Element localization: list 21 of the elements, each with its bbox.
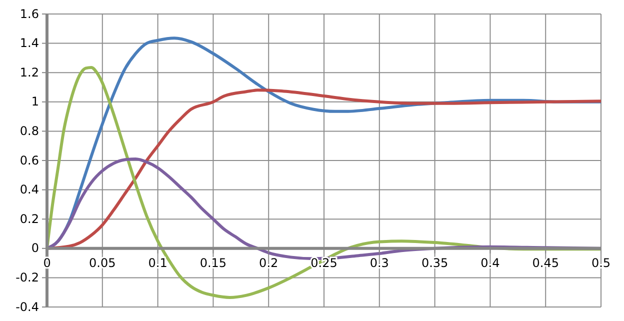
y-tick-label: 0 xyxy=(31,241,39,256)
x-tick-label: 0.4 xyxy=(480,256,500,270)
y-tick-label: 0.2 xyxy=(20,212,39,226)
x-tick-label: 0.35 xyxy=(421,256,448,270)
y-tick-label: 1.4 xyxy=(20,36,39,50)
x-tick-label: 0 xyxy=(43,256,51,270)
y-tick-label: 0.6 xyxy=(20,153,39,168)
x-tick-label: 0.3 xyxy=(370,256,389,270)
y-tick-label: 0.4 xyxy=(20,182,39,197)
x-tick-label: 0.2 xyxy=(259,256,278,270)
x-tick-label: 0.05 xyxy=(89,256,116,270)
x-tick-label: 0.15 xyxy=(200,256,227,270)
x-tick-label: 0.45 xyxy=(532,256,559,270)
x-tick-label: 0.1 xyxy=(148,256,168,270)
y-tick-label: -0.4 xyxy=(16,300,39,314)
y-tick-label: 1 xyxy=(31,94,39,109)
y-tick-label: 1.6 xyxy=(20,6,39,21)
y-tick-label: -0.2 xyxy=(16,270,39,285)
y-tick-label: 0.8 xyxy=(20,124,39,138)
y-tick-label: 1.2 xyxy=(20,65,39,80)
x-tick-label: 0.5 xyxy=(591,256,611,270)
